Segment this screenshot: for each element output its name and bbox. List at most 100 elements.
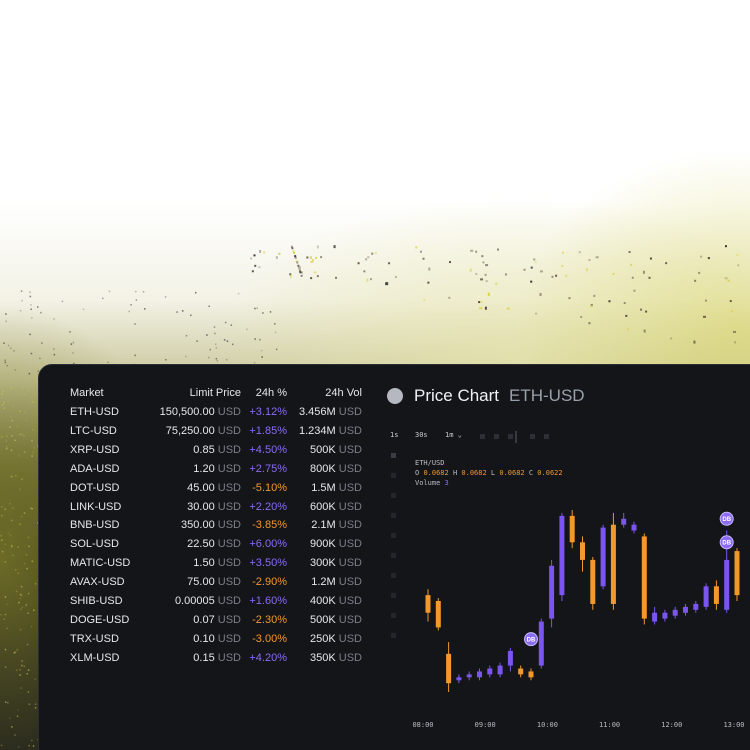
particle	[34, 583, 37, 585]
particle	[670, 337, 673, 340]
candle	[435, 598, 441, 631]
drawing-tool-icon	[391, 453, 396, 458]
market-name: BNB-USD	[70, 519, 120, 532]
particle	[3, 401, 5, 404]
particle	[475, 250, 478, 253]
change-24h: +4.20%	[249, 651, 287, 664]
table-row[interactable]: XRP-USD 0.85 USD +4.50% 500K USD	[39, 444, 369, 463]
table-row[interactable]: AVAX-USD 75.00 USD -2.90% 1.2M USD	[39, 576, 369, 595]
particle	[388, 262, 391, 265]
particle	[11, 726, 13, 728]
particle	[31, 507, 33, 510]
candlestick-chart[interactable]: ETH/USD O 0.0682 H 0.0682 L 0.0682 C 0.06…	[39, 365, 750, 750]
particle	[448, 296, 451, 299]
candle	[425, 589, 431, 622]
trade-marker[interactable]: DB	[524, 632, 538, 647]
particle	[31, 439, 33, 442]
table-row[interactable]: BNB-USD 350.00 USD -3.85% 2.1M USD	[39, 519, 369, 538]
particle	[14, 651, 17, 653]
change-24h: +2.75%	[249, 462, 287, 475]
particle	[5, 445, 8, 448]
candle	[662, 609, 668, 622]
particle	[335, 276, 338, 279]
table-row[interactable]: TRX-USD 0.10 USD -3.00% 250K USD	[39, 633, 369, 652]
particle	[208, 305, 210, 308]
particle	[2, 390, 5, 393]
particle	[1, 514, 3, 517]
particle	[31, 396, 33, 398]
particle	[18, 601, 20, 604]
change-24h: +1.60%	[249, 595, 287, 607]
timeframe-30s[interactable]: 30s	[415, 431, 428, 439]
particle	[15, 669, 18, 672]
volume-24h: 2.1M USD	[311, 519, 362, 532]
table-row[interactable]: LINK-USD 30.00 USD +2.20% 600K USD	[39, 501, 369, 520]
particle	[294, 256, 297, 259]
particle	[370, 278, 373, 281]
particle	[6, 435, 8, 437]
particle	[630, 263, 633, 266]
particle	[7, 401, 9, 403]
table-row[interactable]: LTC-USD 75,250.00 USD +1.85% 1.234M USD	[39, 425, 369, 444]
table-row[interactable]: SHIB-USD 0.00005 USD +1.60% 400K USD	[39, 595, 369, 614]
chart-pair[interactable]: ETH-USD	[509, 386, 585, 405]
x-tick-label: 10:00	[537, 721, 558, 729]
particle	[19, 410, 21, 413]
particle	[28, 703, 31, 705]
particle	[415, 246, 418, 249]
particle	[367, 256, 370, 259]
particle	[3, 342, 5, 344]
market-name: AVAX-USD	[70, 576, 125, 589]
marker-label: DB	[722, 517, 731, 523]
candle-body	[456, 677, 462, 681]
particle	[69, 331, 71, 333]
table-row[interactable]: ETH-USD 150,500.00 USD +3.12% 3.456M USD	[39, 406, 369, 425]
particle	[588, 258, 591, 261]
particle	[289, 274, 292, 278]
particle	[14, 439, 17, 442]
drawing-tool-icon	[391, 493, 396, 498]
particle	[32, 401, 34, 403]
particle	[11, 435, 13, 437]
particle	[31, 402, 33, 405]
volume-24h: 500K USD	[310, 443, 362, 456]
particle	[194, 291, 197, 294]
particle	[14, 734, 16, 736]
particle	[19, 628, 22, 631]
market-name: XLM-USD	[70, 651, 120, 664]
particle	[12, 404, 14, 406]
timeframe-1m[interactable]: 1m ⌄	[445, 431, 462, 439]
volume-24h: 250K USD	[310, 632, 362, 645]
particle	[30, 352, 33, 355]
table-row[interactable]: SOL-USD 22.50 USD +6.00% 900K USD	[39, 538, 369, 557]
particle	[10, 380, 13, 383]
candle-body	[641, 536, 647, 619]
particle	[485, 264, 489, 267]
header-market[interactable]: Market	[70, 387, 104, 399]
trade-marker[interactable]: DB	[719, 511, 734, 526]
table-row[interactable]: DOT-USD 45.00 USD -5.10% 1.5M USD	[39, 482, 369, 501]
header-24h-volume[interactable]: 24h Vol	[325, 387, 362, 399]
table-row[interactable]: MATIC-USD 1.50 USD +3.50% 300K USD	[39, 557, 369, 576]
particle	[724, 245, 727, 248]
timeframe-1s[interactable]: 1s	[390, 431, 399, 439]
particle	[625, 314, 628, 317]
change-24h: -5.10%	[252, 481, 287, 494]
table-row[interactable]: XLM-USD 0.15 USD +4.20% 350K USD	[39, 652, 369, 671]
header-limit-price[interactable]: Limit Price	[189, 387, 241, 399]
table-row[interactable]: DOGE-USD 0.07 USD -2.30% 500K USD	[39, 614, 369, 633]
particle	[61, 300, 64, 303]
particle	[357, 262, 360, 265]
particle	[694, 279, 697, 282]
particle	[10, 416, 12, 419]
marker-circle	[719, 535, 734, 550]
header-24h-change[interactable]: 24h %	[255, 387, 287, 399]
trade-marker[interactable]: DB	[719, 535, 734, 550]
particle	[648, 276, 651, 279]
particle	[320, 256, 323, 259]
limit-price: 75,250.00 USD	[165, 424, 241, 437]
table-row[interactable]: ADA-USD 1.20 USD +2.75% 800K USD	[39, 463, 369, 482]
particle	[196, 340, 198, 342]
particle	[181, 310, 184, 312]
